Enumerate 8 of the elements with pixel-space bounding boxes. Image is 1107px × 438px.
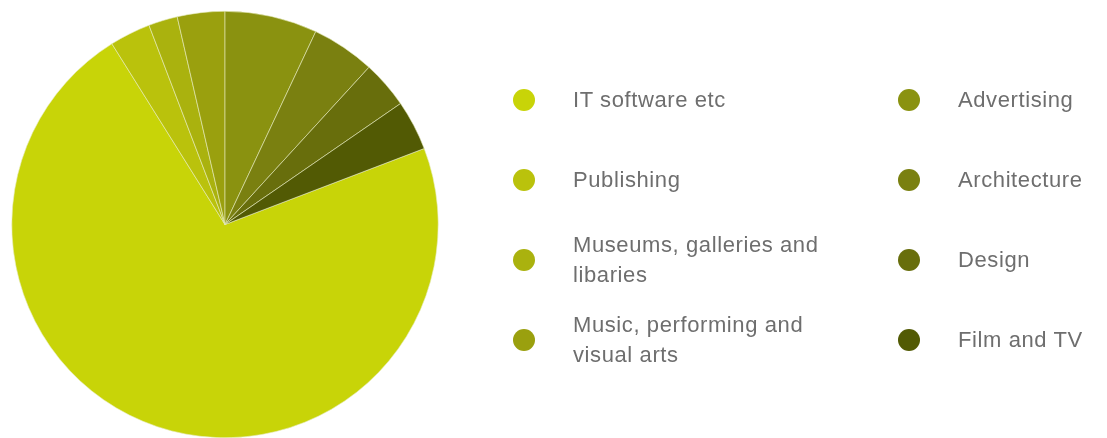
- legend-label: Design: [958, 246, 1031, 274]
- legend-label: Music, performing and visual arts: [573, 311, 805, 369]
- legend-label: Advertising: [958, 86, 1074, 114]
- legend-label: IT software etc: [573, 86, 726, 114]
- legend-label: Publishing: [573, 166, 681, 194]
- legend-label: Film and TV: [958, 326, 1083, 354]
- legend-label: Architecture: [958, 166, 1083, 194]
- legend-label: Museums, galleries and libaries: [573, 231, 820, 289]
